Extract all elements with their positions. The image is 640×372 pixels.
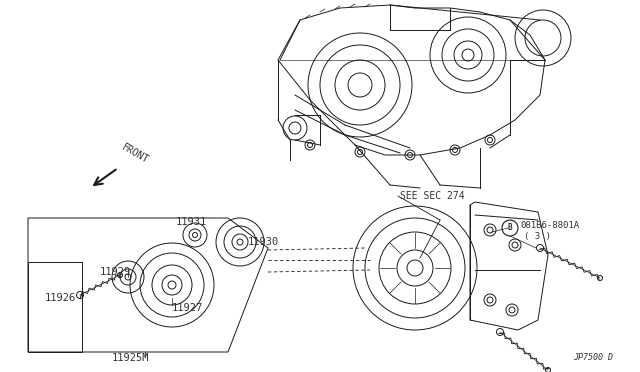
Text: B: B — [508, 224, 512, 232]
Text: JP7500 D: JP7500 D — [573, 353, 613, 362]
Text: 11927: 11927 — [172, 303, 204, 313]
Text: 11925M: 11925M — [112, 353, 150, 363]
Text: ( 3 ): ( 3 ) — [524, 231, 551, 241]
Text: 11930: 11930 — [248, 237, 279, 247]
Text: 081B6-8801A: 081B6-8801A — [520, 221, 579, 231]
Text: 11929: 11929 — [100, 267, 131, 277]
Text: FRONT: FRONT — [120, 142, 150, 165]
Text: 11931: 11931 — [176, 217, 207, 227]
Polygon shape — [28, 218, 268, 352]
Text: SEE SEC 274: SEE SEC 274 — [400, 191, 465, 201]
Text: 11926: 11926 — [45, 293, 76, 303]
